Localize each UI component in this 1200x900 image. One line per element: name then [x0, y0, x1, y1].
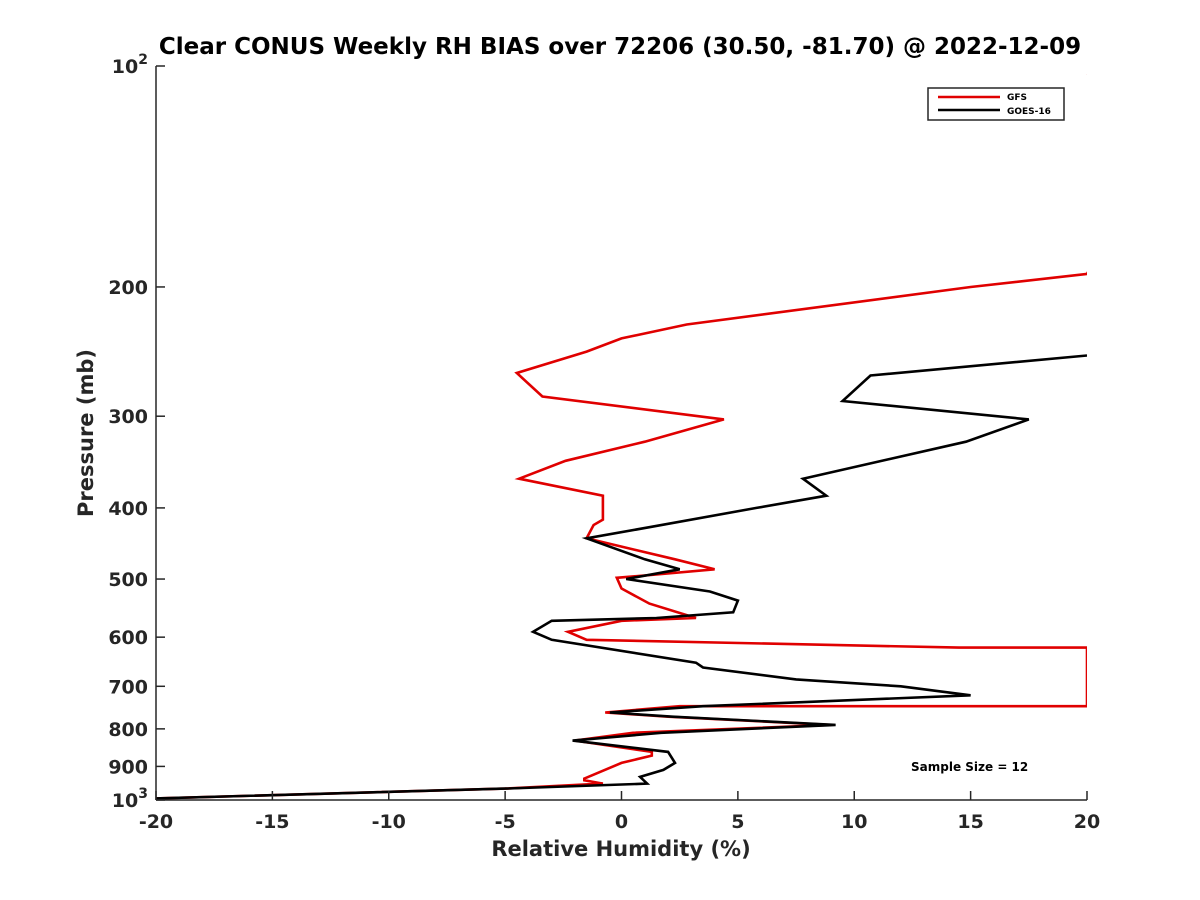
x-tick-label: 20: [1074, 811, 1100, 833]
y-tick-base: 10: [112, 56, 138, 78]
axes-layer: -20 -15 -10 -5 0 5 10 15 20102200300400500600700…: [108, 52, 1100, 833]
x-tick-label: -15: [255, 811, 289, 833]
legend: GFS GOES-16: [927, 87, 1065, 121]
y-tick-label: 600: [108, 627, 148, 649]
legend-label-goes16: GOES-16: [1007, 107, 1051, 117]
y-tick-label: 102: [112, 52, 148, 78]
y-tick-label: 800: [108, 719, 148, 741]
y-tick-label: 400: [108, 498, 148, 520]
y-tick-label: 900: [108, 756, 148, 778]
series-line-goes16: [156, 354, 1087, 800]
x-tick-label: -20: [139, 811, 173, 833]
y-tick-label: 300: [108, 406, 148, 428]
series-layer: [156, 74, 1087, 800]
legend-label-gfs: GFS: [1007, 93, 1027, 103]
y-tick-label: 500: [108, 569, 148, 591]
y-tick-base: 10: [112, 790, 138, 812]
sample-size-annotation: Sample Size = 12: [911, 760, 1028, 774]
y-tick-label: 700: [108, 676, 148, 698]
y-axis-label: Pressure (mb): [74, 349, 98, 517]
x-tick-label: -5: [495, 811, 516, 833]
x-tick-label: 5: [731, 811, 744, 833]
x-axis-label: Relative Humidity (%): [491, 837, 750, 861]
legend-box: [927, 87, 1065, 121]
y-tick-label: 200: [108, 277, 148, 299]
y-tick-label: 103: [112, 786, 148, 812]
x-tick-label: 15: [957, 811, 983, 833]
series-line-gfs: [156, 74, 1087, 800]
chart-title: Clear CONUS Weekly RH BIAS over 72206 (3…: [159, 34, 1081, 60]
x-tick-label: 10: [841, 811, 867, 833]
y-tick-exponent: 3: [138, 786, 148, 802]
y-tick-exponent: 2: [138, 52, 148, 68]
x-tick-label: -10: [372, 811, 406, 833]
x-tick-label: 0: [615, 811, 628, 833]
